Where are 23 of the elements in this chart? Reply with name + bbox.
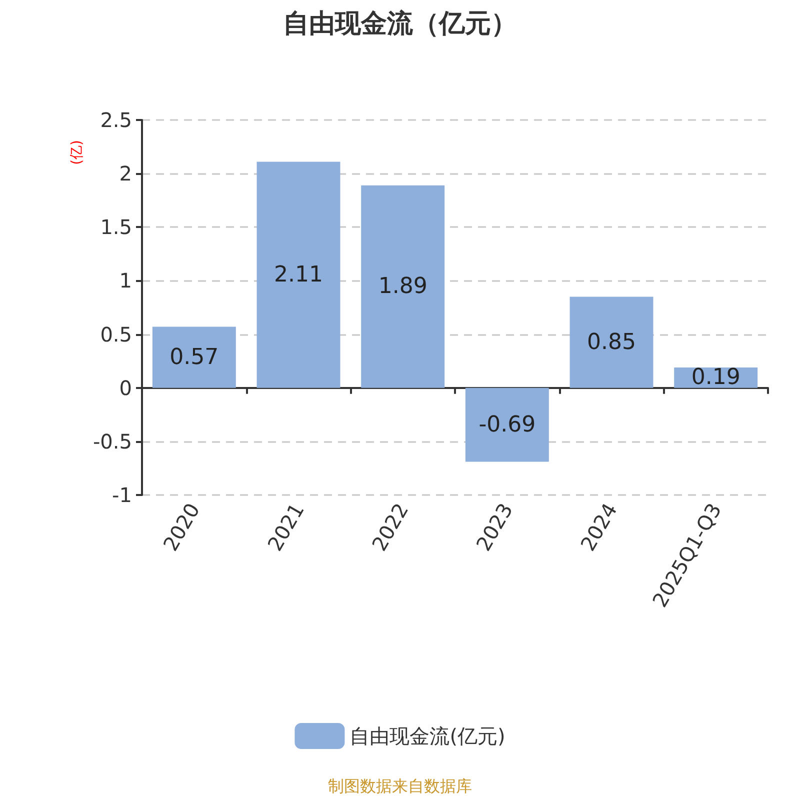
y-tick-label: -1 bbox=[112, 483, 132, 507]
text: 制图数据来自数据库 bbox=[328, 776, 472, 796]
data-label: 0.19 bbox=[691, 365, 740, 390]
data-label: -0.69 bbox=[478, 412, 536, 438]
bar bbox=[570, 296, 654, 388]
data-label: 0.57 bbox=[170, 344, 219, 370]
y-tick-label: 1.5 bbox=[100, 215, 132, 240]
y-tick-label: 2.5 bbox=[100, 108, 132, 132]
data-label: 0.85 bbox=[587, 330, 636, 355]
chart-title: 自由现金流（亿元） bbox=[283, 9, 517, 39]
y-tick-label: 2 bbox=[119, 162, 132, 186]
data-label: 2.11 bbox=[274, 262, 323, 288]
y-tick-label: -0.5 bbox=[92, 429, 132, 454]
y-tick-label: 1 bbox=[119, 268, 132, 293]
bar bbox=[256, 162, 340, 388]
y-tick-label: 0 bbox=[119, 376, 132, 400]
y-axis-title: (亿) bbox=[69, 140, 85, 165]
bar bbox=[361, 185, 445, 388]
legend-label: 自由现金流(亿元) bbox=[350, 724, 506, 748]
y-tick-label: 0.5 bbox=[100, 322, 132, 346]
bar bbox=[152, 326, 236, 388]
data-label: 1.89 bbox=[378, 274, 428, 300]
bar bbox=[465, 388, 549, 462]
